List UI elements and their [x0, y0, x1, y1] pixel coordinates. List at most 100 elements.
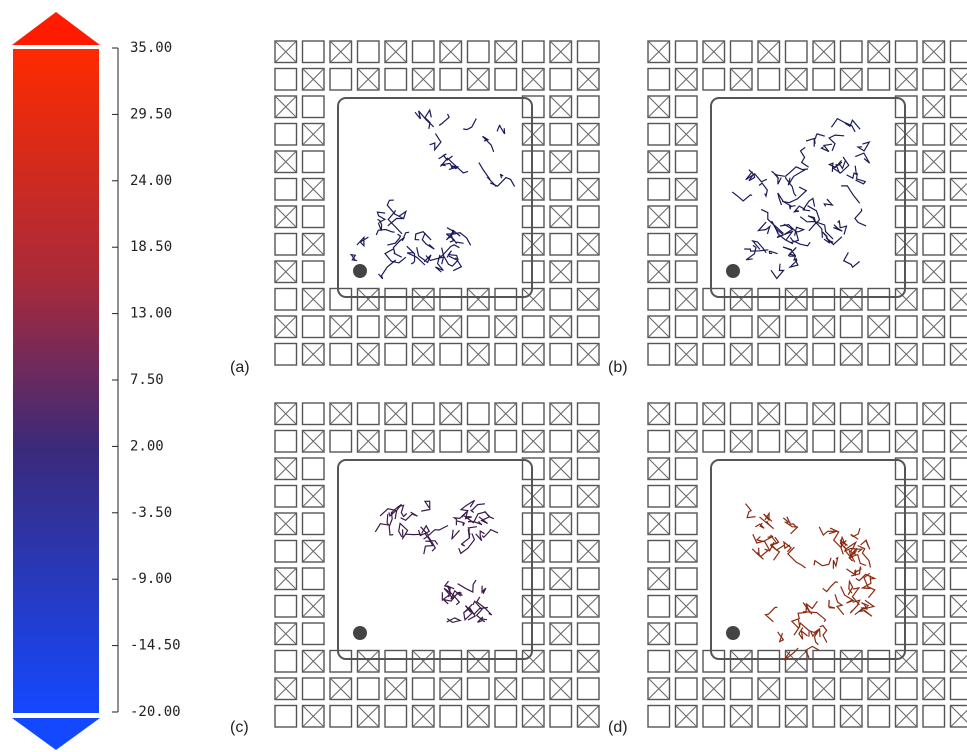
- framework-cross: [578, 541, 600, 563]
- framework-cell: [896, 206, 918, 228]
- guest-molecule: [387, 200, 403, 219]
- framework-cross: [550, 96, 572, 118]
- framework-cross: [703, 41, 725, 63]
- guest-molecule: [844, 252, 860, 267]
- guest-molecule: [458, 580, 476, 592]
- framework-cell: [648, 431, 670, 453]
- panel: [275, 41, 599, 365]
- framework-cross: [676, 179, 698, 201]
- framework-cell: [758, 706, 780, 728]
- guest-molecule: [786, 176, 797, 196]
- framework-cell: [841, 678, 863, 700]
- guest-molecule: [788, 547, 806, 568]
- framework-cell: [868, 431, 890, 453]
- framework-cross: [923, 151, 945, 173]
- guest-molecule: [483, 136, 494, 152]
- framework-cell: [731, 403, 753, 425]
- framework-cell: [413, 403, 435, 425]
- pore: [338, 98, 532, 297]
- panel-label: (b): [608, 359, 628, 376]
- framework-cell: [523, 403, 545, 425]
- framework-cross: [786, 69, 808, 91]
- framework-cross: [648, 41, 670, 63]
- framework-cell: [330, 706, 352, 728]
- guest-molecule: [447, 618, 461, 623]
- guest-molecule: [838, 221, 847, 235]
- framework-cell: [896, 458, 918, 480]
- page: 35.0029.5024.0018.5013.007.502.00-3.50-9…: [0, 0, 967, 752]
- framework-cross: [440, 41, 462, 63]
- framework-cell: [786, 678, 808, 700]
- tick-label: 24.00: [130, 173, 172, 189]
- framework-cell: [868, 69, 890, 91]
- guest-molecule: [784, 542, 791, 552]
- guest-molecule: [468, 521, 482, 524]
- framework-cross: [550, 261, 572, 283]
- guest-molecule: [454, 512, 466, 520]
- framework-cross: [648, 96, 670, 118]
- framework-cell: [813, 651, 835, 673]
- framework-cross: [758, 316, 780, 338]
- framework-cell: [303, 261, 325, 283]
- framework-cell: [703, 289, 725, 311]
- framework-cell: [841, 403, 863, 425]
- guest-molecule: [398, 505, 407, 516]
- framework-cell: [523, 623, 545, 645]
- framework-cell: [676, 316, 698, 338]
- framework-cell: [330, 651, 352, 673]
- framework-cross: [495, 41, 517, 63]
- framework-cross: [841, 651, 863, 673]
- framework-cell: [676, 41, 698, 63]
- framework-cross: [385, 316, 407, 338]
- framework-cross: [923, 568, 945, 590]
- framework-cross: [275, 513, 297, 535]
- framework-cell: [731, 41, 753, 63]
- panel: [648, 41, 967, 365]
- framework-cell: [578, 41, 600, 63]
- framework-cell: [896, 261, 918, 283]
- framework-cell: [495, 69, 517, 91]
- framework-cross: [330, 41, 352, 63]
- pore: [338, 460, 532, 659]
- framework-cell: [923, 289, 945, 311]
- framework-cell: [385, 344, 407, 366]
- guest-molecule: [772, 171, 782, 184]
- framework-cell: [951, 234, 967, 256]
- framework-cell: [758, 431, 780, 453]
- guest-molecule: [819, 527, 837, 535]
- framework-cross: [358, 706, 380, 728]
- framework-cross: [303, 596, 325, 618]
- guest-molecule: [446, 234, 463, 243]
- guest-molecule: [479, 163, 496, 187]
- framework-cross: [275, 151, 297, 173]
- framework-cell: [951, 541, 967, 563]
- framework-cell: [468, 678, 490, 700]
- guest-molecule: [858, 142, 869, 151]
- framework-cell: [951, 403, 967, 425]
- guest-molecule: [375, 514, 389, 532]
- framework-cell: [896, 513, 918, 535]
- framework-cell: [303, 568, 325, 590]
- framework-cell: [303, 678, 325, 700]
- guest-molecule: [759, 222, 770, 234]
- framework-cell: [275, 431, 297, 453]
- framework-cross: [468, 431, 490, 453]
- framework-cross: [868, 403, 890, 425]
- framework-cross: [358, 289, 380, 311]
- framework-cross: [303, 541, 325, 563]
- framework-cell: [550, 289, 572, 311]
- framework-cell: [550, 541, 572, 563]
- framework-cell: [923, 69, 945, 91]
- guest-molecule: [459, 534, 475, 554]
- framework-cross: [578, 431, 600, 453]
- framework-cross: [495, 678, 517, 700]
- framework-cell: [523, 513, 545, 535]
- framework-cross: [440, 403, 462, 425]
- framework-cell: [758, 651, 780, 673]
- framework-cross: [358, 431, 380, 453]
- guest-molecule: [795, 227, 804, 235]
- guest-molecule: [422, 233, 434, 249]
- framework-cell: [813, 289, 835, 311]
- framework-cell: [896, 96, 918, 118]
- framework-cell: [923, 179, 945, 201]
